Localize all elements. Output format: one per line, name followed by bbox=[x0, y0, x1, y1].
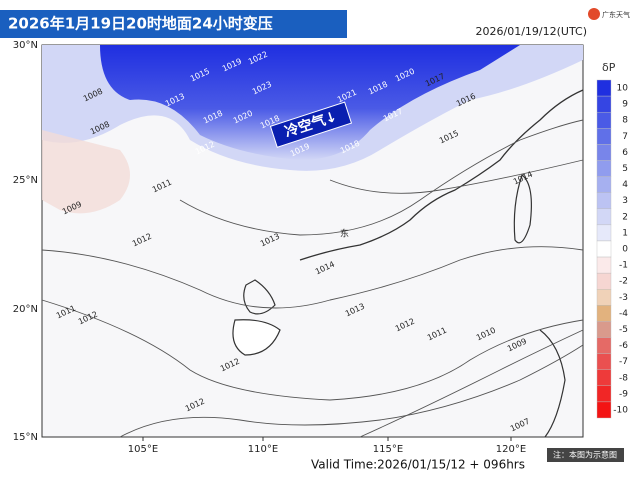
colorbar-title: δP bbox=[602, 61, 616, 74]
pressure-rise-area bbox=[42, 130, 130, 214]
lon-label: 105°E bbox=[128, 444, 158, 455]
colorbar-label: -3 bbox=[619, 293, 628, 303]
colorbar-cell bbox=[596, 353, 612, 370]
hainan bbox=[232, 319, 281, 356]
note: 注：本图为示意图 bbox=[553, 450, 617, 460]
note-box bbox=[547, 448, 624, 462]
leizhou bbox=[243, 279, 276, 315]
issue-time: 2026/01/19/12(UTC) bbox=[476, 25, 588, 38]
colorbar-label: 1 bbox=[622, 228, 628, 238]
colorbar-label: 4 bbox=[622, 180, 628, 190]
colorbar-cell bbox=[596, 144, 612, 161]
colorbar-cell bbox=[596, 128, 612, 145]
colorbar-label: 5 bbox=[622, 164, 628, 174]
isobars bbox=[41, 119, 584, 438]
colorbar-label: -10 bbox=[613, 405, 628, 415]
colorbar-label: 3 bbox=[622, 196, 628, 206]
colorbar-label: 0 bbox=[622, 245, 628, 255]
colorbar-cell bbox=[596, 224, 612, 242]
colorbar-label: 6 bbox=[622, 148, 628, 158]
colorbar-label: -4 bbox=[619, 309, 628, 319]
colorbar-label: -8 bbox=[619, 373, 628, 383]
colorbar-label: 9 bbox=[622, 100, 628, 110]
colorbar-cell bbox=[596, 385, 612, 403]
colorbar-label: 7 bbox=[622, 132, 628, 142]
lat-label: 30°N bbox=[13, 40, 38, 51]
colorbar-label: 8 bbox=[622, 116, 628, 126]
colorbar-label: 10 bbox=[617, 84, 629, 94]
cold-region bbox=[100, 45, 520, 160]
lon-label: 110°E bbox=[248, 444, 278, 455]
colorbar-cell bbox=[596, 369, 612, 387]
colorbar-label: 2 bbox=[622, 212, 628, 222]
colorbar-cell bbox=[596, 208, 612, 226]
colorbar-cell bbox=[596, 160, 612, 177]
colorbar-label: -5 bbox=[619, 325, 628, 335]
colorbar-label: -1 bbox=[619, 261, 628, 271]
colorbar-label: -6 bbox=[619, 341, 628, 351]
colorbar-cell bbox=[596, 256, 612, 274]
lon-label: 115°E bbox=[373, 444, 403, 455]
lat-label: 20°N bbox=[13, 304, 38, 315]
colorbar-label: -2 bbox=[619, 277, 628, 287]
title: 2026年1月19日20时地面24小时变压 bbox=[8, 15, 273, 33]
logo-text: 广东天气 bbox=[602, 10, 630, 19]
colorbar-cell bbox=[596, 337, 612, 354]
place-label: 东 bbox=[340, 228, 349, 240]
colorbar-label: -9 bbox=[619, 389, 628, 399]
colorbar-cell bbox=[596, 305, 612, 322]
colorbar-cell bbox=[596, 192, 612, 209]
lat-label: 15°N bbox=[13, 432, 38, 443]
colorbar-cell bbox=[596, 401, 612, 419]
colorbar-cell bbox=[596, 176, 612, 193]
colorbar-cell bbox=[596, 79, 612, 97]
colorbar-cell bbox=[596, 111, 612, 129]
colorbar-cell bbox=[596, 95, 612, 113]
luzon bbox=[539, 329, 566, 438]
lon-label: 120°E bbox=[496, 444, 526, 455]
taiwan bbox=[513, 174, 532, 244]
annotation-box bbox=[269, 101, 353, 148]
colorbar-cell bbox=[596, 272, 612, 290]
logo-icon bbox=[588, 8, 600, 20]
title-bar bbox=[0, 10, 347, 38]
colorbar-cell bbox=[596, 289, 612, 306]
coastline bbox=[299, 89, 584, 261]
colorbar-label: -7 bbox=[619, 357, 628, 367]
lat-label: 25°N bbox=[13, 175, 38, 186]
colorbar-cell bbox=[596, 240, 612, 258]
colorbar-cell bbox=[596, 321, 612, 338]
valid-time: Valid Time:2026/01/15/12 + 096hrs bbox=[311, 458, 525, 472]
